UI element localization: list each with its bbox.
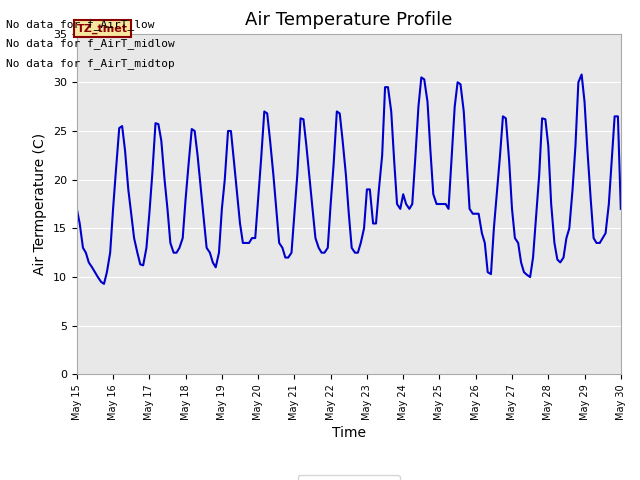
Y-axis label: Air Termperature (C): Air Termperature (C) bbox=[33, 133, 47, 275]
X-axis label: Time: Time bbox=[332, 426, 366, 440]
Title: Air Temperature Profile: Air Temperature Profile bbox=[245, 11, 452, 29]
Text: TZ_tmet: TZ_tmet bbox=[77, 24, 128, 34]
Text: No data for f_AirT_midtop: No data for f_AirT_midtop bbox=[6, 58, 175, 69]
Text: No data for f_AirT_midlow: No data for f_AirT_midlow bbox=[6, 38, 175, 49]
Text: No data for f_AirT_low: No data for f_AirT_low bbox=[6, 19, 155, 30]
Legend: AirT 22m: AirT 22m bbox=[298, 475, 399, 480]
